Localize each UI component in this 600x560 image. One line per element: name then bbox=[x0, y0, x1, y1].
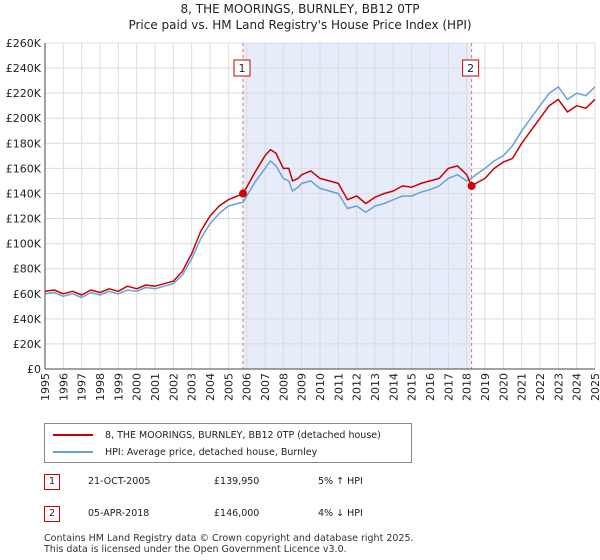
sale-number-label: 2 bbox=[467, 62, 474, 75]
price-chart: £0 £20K £40K £60K £80K £100K £120K £140K £160K £1… bbox=[6, 37, 600, 401]
transaction-date: 21-OCT-2005 bbox=[88, 476, 151, 487]
sale-point bbox=[467, 181, 476, 190]
x-tick-label: 2004 bbox=[204, 373, 217, 401]
x-tick-label: 2000 bbox=[131, 373, 144, 401]
transaction-badge: 2 bbox=[44, 506, 60, 522]
x-tick-label: 2005 bbox=[222, 373, 235, 401]
legend: 8, THE MOORINGS, BURNLEY, BB12 0TP (deta… bbox=[44, 423, 412, 463]
transaction-hpi-diff: 5% ↑ HPI bbox=[318, 476, 363, 487]
hpi-line bbox=[44, 86, 596, 299]
chart-title-address: 8, THE MOORINGS, BURNLEY, BB12 0TP bbox=[180, 2, 420, 16]
y-tick-label: £0 bbox=[27, 363, 41, 376]
y-tick-label: £60K bbox=[13, 288, 42, 301]
chart-subtitle: Price paid vs. HM Land Registry's House … bbox=[128, 18, 472, 32]
x-tick-label: 2001 bbox=[149, 373, 162, 401]
x-tick-label: 2014 bbox=[387, 373, 400, 401]
x-tick-label: 2012 bbox=[351, 373, 364, 401]
y-tick-label: £140K bbox=[6, 187, 42, 200]
y-tick-label: £80K bbox=[13, 263, 42, 276]
sale-number-label: 1 bbox=[239, 62, 246, 75]
footer-copyright: Contains HM Land Registry data © Crown c… bbox=[44, 533, 414, 544]
x-tick-label: 2010 bbox=[314, 373, 327, 401]
footer-licence: This data is licensed under the Open Gov… bbox=[44, 544, 347, 555]
y-tick-label: £100K bbox=[6, 238, 42, 251]
y-tick-label: £260K bbox=[6, 37, 42, 50]
x-tick-label: 2021 bbox=[516, 373, 529, 401]
legend-swatch-property bbox=[53, 434, 93, 436]
x-tick-label: 1999 bbox=[112, 373, 125, 401]
x-tick-label: 2008 bbox=[277, 373, 290, 401]
x-tick-label: 2011 bbox=[332, 373, 345, 401]
y-tick-label: £20K bbox=[13, 338, 42, 351]
transaction-hpi-diff: 4% ↓ HPI bbox=[318, 508, 363, 519]
x-tick-label: 2015 bbox=[406, 373, 419, 401]
legend-item-property: 8, THE MOORINGS, BURNLEY, BB12 0TP (deta… bbox=[53, 427, 381, 443]
sale-number-box bbox=[462, 59, 480, 77]
x-tick-label: 2018 bbox=[461, 373, 474, 401]
transaction-price: £139,950 bbox=[214, 476, 260, 487]
transaction-date: 05-APR-2018 bbox=[88, 508, 150, 519]
y-tick-label: £200K bbox=[6, 112, 42, 125]
transaction-price: £146,000 bbox=[214, 508, 260, 519]
x-tick-label: 2017 bbox=[442, 373, 455, 401]
x-tick-label: 1997 bbox=[76, 373, 89, 401]
x-tick-label: 1998 bbox=[94, 373, 107, 401]
x-tick-label: 2007 bbox=[259, 373, 272, 401]
property-price-line bbox=[44, 98, 596, 296]
y-tick-label: £160K bbox=[6, 162, 42, 175]
y-tick-label: £120K bbox=[6, 213, 42, 226]
x-tick-label: 2022 bbox=[534, 373, 547, 401]
x-tick-label: 2003 bbox=[186, 373, 199, 401]
legend-label-property: 8, THE MOORINGS, BURNLEY, BB12 0TP (deta… bbox=[105, 429, 381, 441]
x-tick-label: 2013 bbox=[369, 373, 382, 401]
transaction-badge: 1 bbox=[44, 474, 60, 490]
legend-item-hpi: HPI: Average price, detached house, Burn… bbox=[53, 444, 317, 460]
x-tick-label: 1996 bbox=[57, 373, 70, 401]
x-tick-label: 2024 bbox=[571, 373, 584, 401]
x-tick-label: 2016 bbox=[424, 373, 437, 401]
x-tick-label: 1995 bbox=[39, 373, 52, 401]
y-tick-label: £40K bbox=[13, 313, 42, 326]
y-tick-label: £240K bbox=[6, 62, 42, 75]
sale-point bbox=[239, 189, 247, 198]
y-tick-label: £220K bbox=[6, 87, 42, 100]
x-tick-label: 2002 bbox=[167, 373, 180, 401]
x-tick-label: 2006 bbox=[241, 373, 254, 401]
x-tick-label: 2009 bbox=[296, 373, 309, 401]
legend-swatch-hpi bbox=[53, 451, 93, 453]
x-tick-label: 2020 bbox=[497, 373, 510, 401]
x-tick-label: 2023 bbox=[552, 373, 565, 401]
x-tick-label: 2019 bbox=[479, 373, 492, 401]
legend-label-hpi: HPI: Average price, detached house, Burn… bbox=[105, 446, 318, 458]
x-tick-label: 2025 bbox=[589, 373, 600, 401]
y-tick-label: £180K bbox=[6, 137, 42, 150]
sale-number-box bbox=[233, 59, 251, 77]
